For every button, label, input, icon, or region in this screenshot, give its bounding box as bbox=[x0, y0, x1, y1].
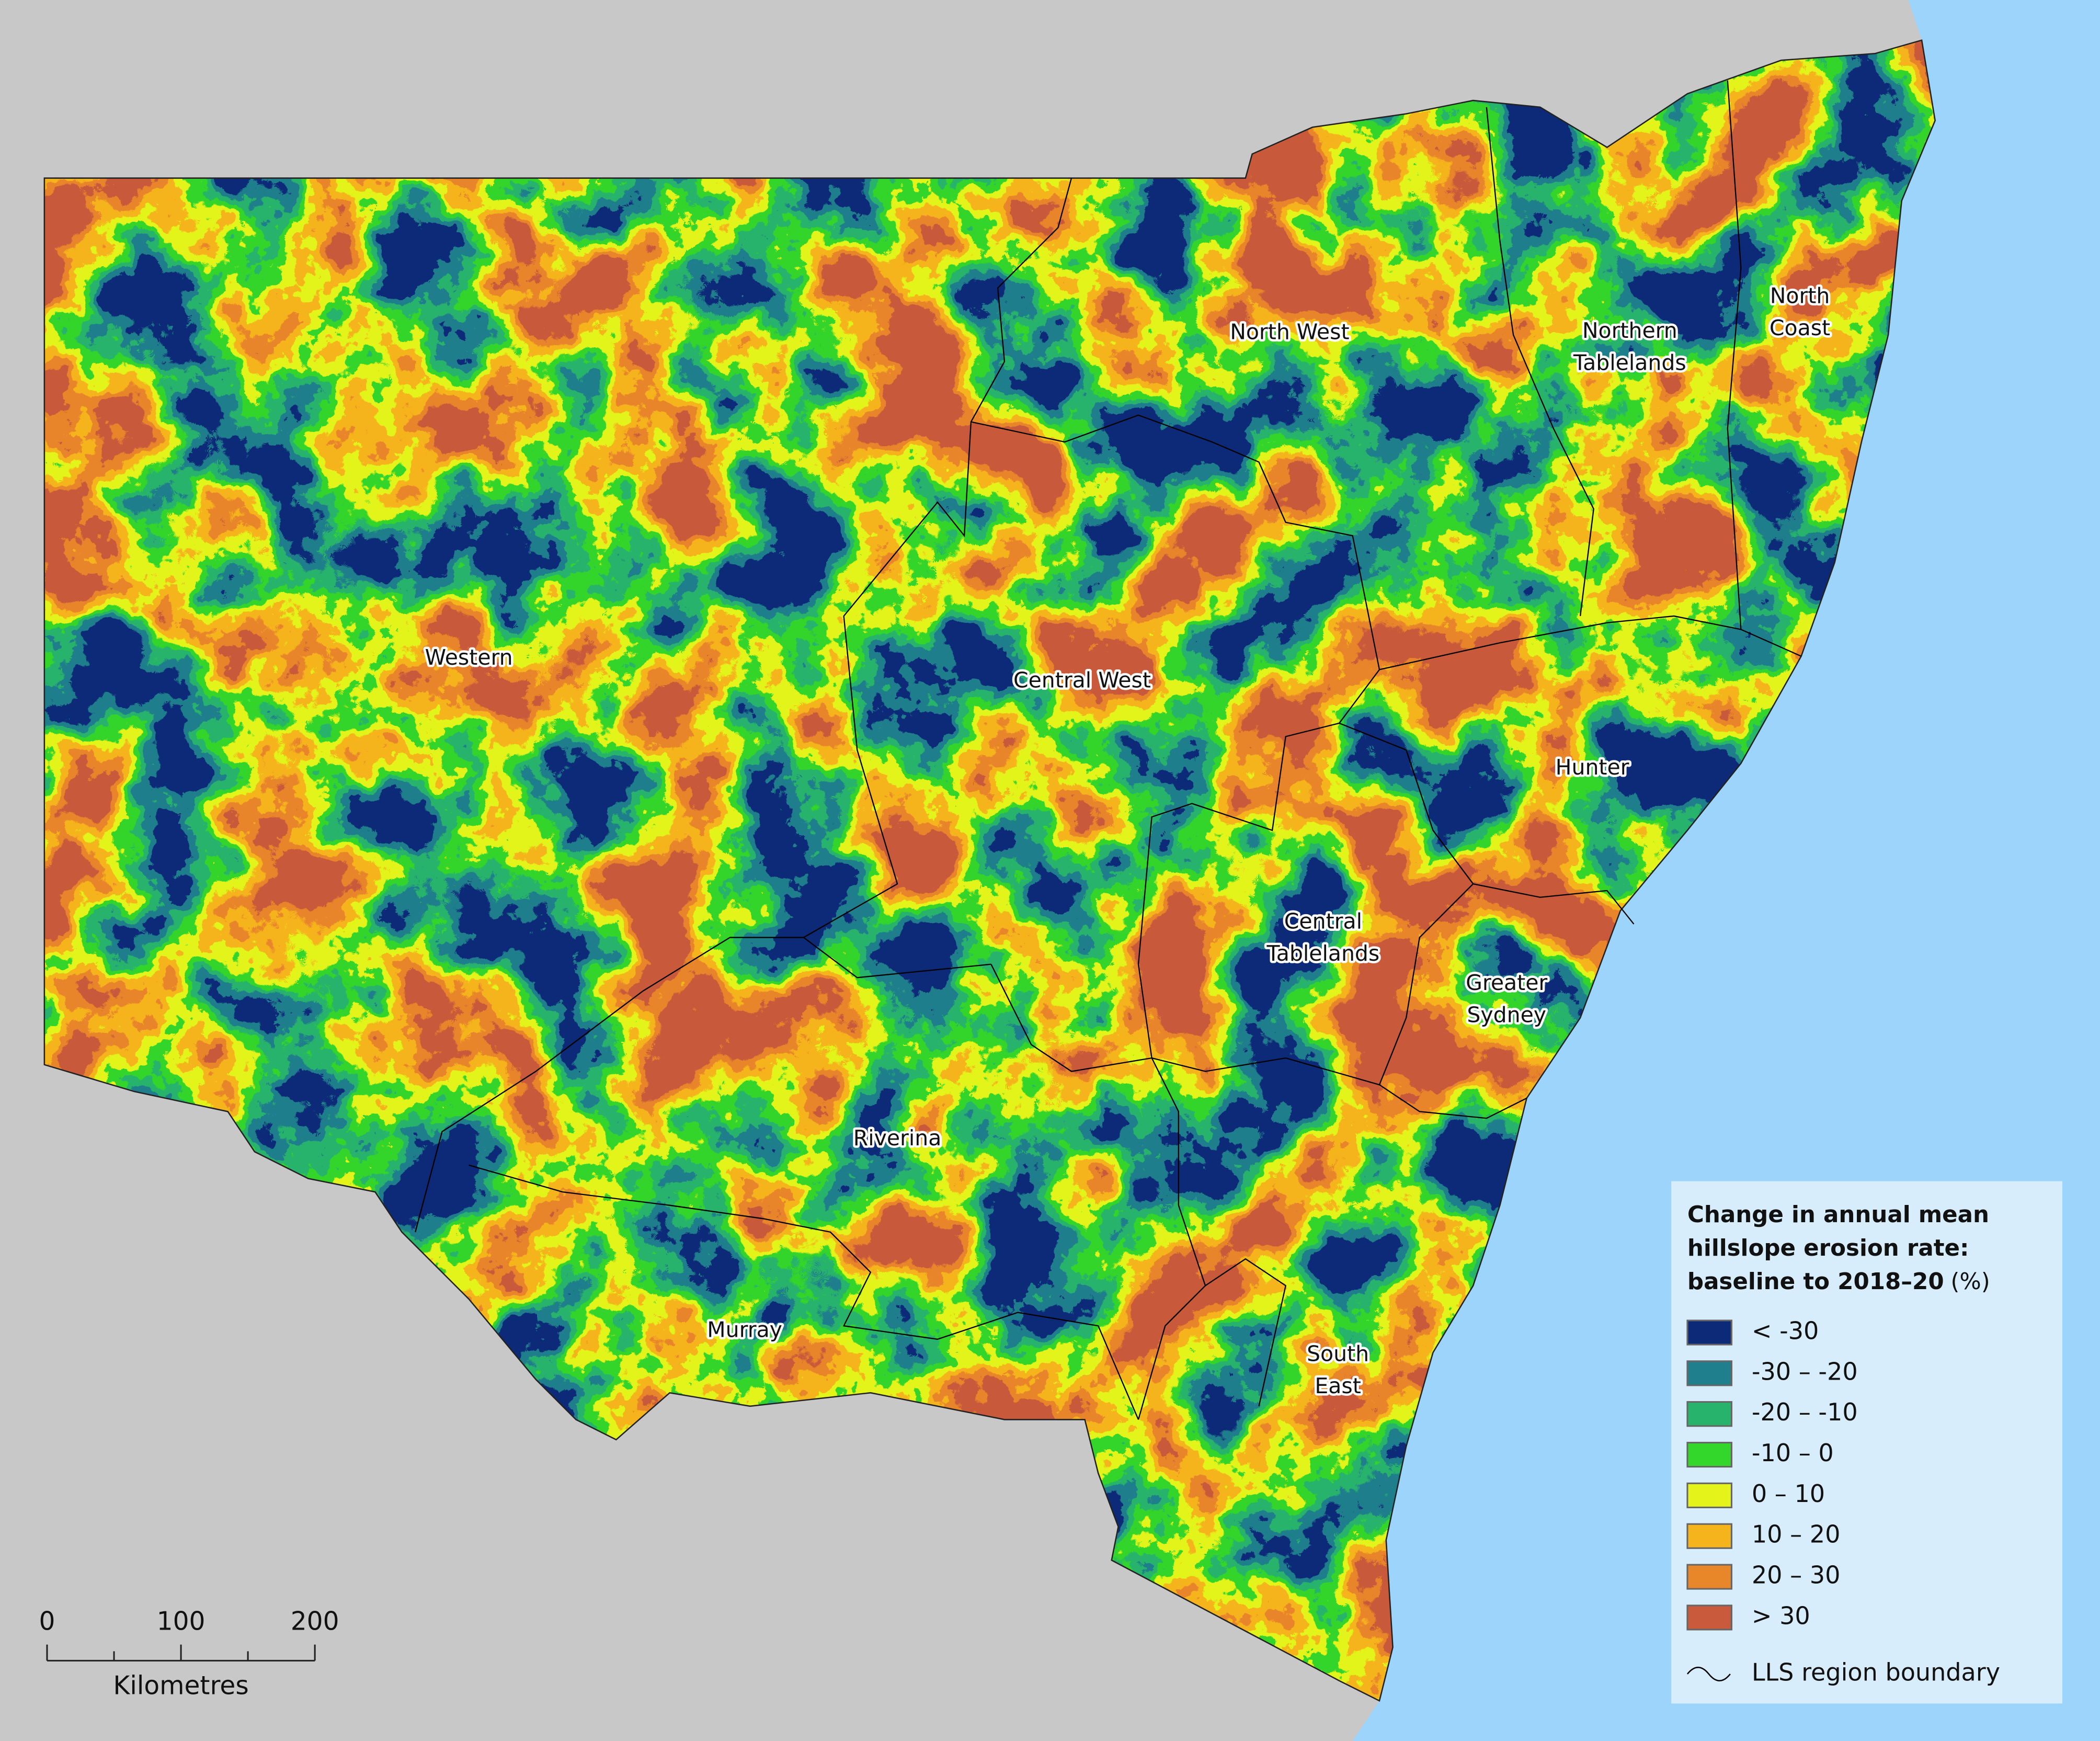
region-label: Western bbox=[425, 645, 513, 670]
legend-label: LLS region boundary bbox=[1752, 1658, 2000, 1686]
legend-title-line: baseline to 2018–20 bbox=[1687, 1269, 1944, 1295]
scale-tick-label: 100 bbox=[157, 1607, 206, 1636]
legend-swatch bbox=[1686, 1564, 1732, 1590]
region-label: East bbox=[1315, 1373, 1361, 1398]
legend-label: -10 – 0 bbox=[1752, 1439, 1834, 1467]
boundary bbox=[469, 1164, 1139, 1420]
boundary bbox=[1339, 722, 1474, 884]
scale-tick-label: 200 bbox=[291, 1607, 339, 1636]
boundary bbox=[803, 937, 991, 978]
legend-swatch bbox=[1686, 1360, 1732, 1386]
region-labels: Western North West Northern Tablelands North… bbox=[423, 281, 1832, 1401]
legend-label: -30 – -20 bbox=[1752, 1357, 1858, 1385]
legend: Change in annual mean hillslope erosion r… bbox=[1671, 1181, 2062, 1704]
scale-unit: Kilometres bbox=[113, 1671, 248, 1701]
region-label: Tablelands bbox=[1266, 941, 1380, 966]
scale-bar: 0 100 200 Kilometres bbox=[39, 1607, 339, 1701]
legend-title: hillslope erosion rate: bbox=[1687, 1235, 1969, 1261]
legend-swatch bbox=[1686, 1605, 1732, 1631]
region-label: North bbox=[1770, 283, 1830, 308]
legend-swatch bbox=[1686, 1319, 1732, 1346]
legend-unit: (%) bbox=[1950, 1269, 1990, 1295]
legend-label: 20 – 30 bbox=[1752, 1561, 1841, 1589]
region-label: Sydney bbox=[1467, 1003, 1546, 1028]
boundary bbox=[1137, 669, 1635, 1086]
region-label: Hunter bbox=[1556, 755, 1629, 780]
legend-title: baseline to 2018–20 (%) bbox=[1687, 1269, 1990, 1295]
legend-label: 0 – 10 bbox=[1752, 1480, 1825, 1508]
legend-swatch bbox=[1686, 1441, 1732, 1468]
legend-swatch bbox=[1686, 1482, 1732, 1508]
legend-swatch bbox=[1686, 1401, 1732, 1427]
region-label: North West bbox=[1230, 320, 1349, 345]
region-label: Coast bbox=[1770, 315, 1830, 340]
boundary bbox=[415, 178, 1072, 1233]
region-label: Tablelands bbox=[1573, 350, 1686, 375]
region-boundaries bbox=[415, 80, 1802, 1420]
legend-label: -20 – -10 bbox=[1752, 1398, 1858, 1426]
boundary bbox=[990, 964, 1206, 1420]
boundary bbox=[1205, 1258, 1286, 1407]
legend-swatch bbox=[1686, 1523, 1732, 1549]
region-label: Northern bbox=[1582, 318, 1677, 343]
legend-boundary-symbol bbox=[1686, 1666, 1731, 1682]
region-label: Riverina bbox=[853, 1125, 942, 1151]
boundary bbox=[1727, 80, 1742, 630]
region-label: Murray bbox=[707, 1317, 782, 1342]
legend-label: < -30 bbox=[1752, 1316, 1819, 1345]
legend-box bbox=[1671, 1181, 2062, 1704]
legend-label: 10 – 20 bbox=[1752, 1520, 1841, 1549]
scale-tick-label: 0 bbox=[39, 1607, 55, 1636]
legend-title: Change in annual mean bbox=[1687, 1202, 1989, 1228]
boundary bbox=[971, 414, 1802, 670]
region-label: Central bbox=[1284, 908, 1362, 934]
region-label: Greater bbox=[1466, 970, 1547, 995]
region-label: Central West bbox=[1013, 667, 1151, 692]
region-label: South bbox=[1307, 1341, 1369, 1366]
legend-label: > 30 bbox=[1752, 1601, 1810, 1630]
boundary bbox=[1379, 1084, 1527, 1119]
boundary bbox=[1486, 107, 1594, 617]
